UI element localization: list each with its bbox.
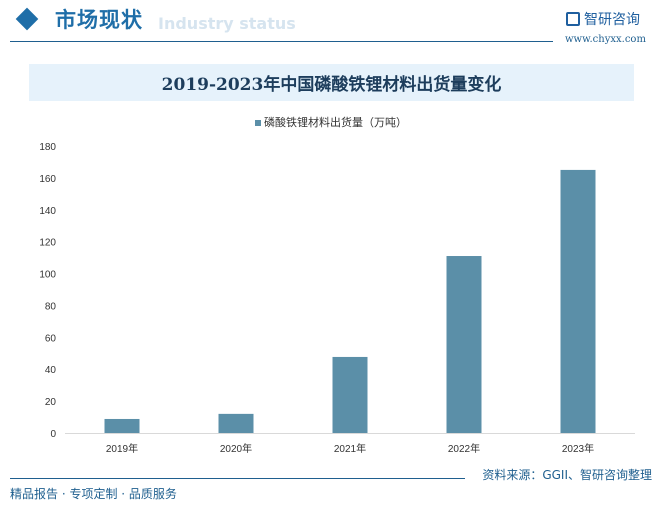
x-tick-label: 2023年 [562, 442, 594, 455]
header-divider [10, 41, 553, 42]
footer-slogan: 精品报告 · 专项定制 · 品质服务 [10, 487, 177, 501]
bar [560, 169, 596, 433]
logo-text: 智研咨询 [584, 12, 640, 28]
section-title: 市场现状 [55, 8, 143, 32]
y-tick-label: 180 [39, 142, 56, 153]
bar [446, 256, 482, 433]
x-tick-label: 2022年 [448, 442, 480, 455]
x-tick-label: 2021年 [334, 442, 366, 455]
legend-label: 磷酸铁锂材料出货量（万吨） [264, 116, 407, 129]
y-tick-label: 160 [39, 174, 56, 185]
chart-title: 2019-2023年中国磷酸铁锂材料出货量变化 [161, 75, 502, 95]
logo-icon [566, 12, 580, 26]
chart-legend: 磷酸铁锂材料出货量（万吨） [0, 114, 662, 130]
legend-swatch [255, 120, 261, 126]
y-tick-label: 0 [50, 429, 56, 440]
x-tick-label: 2019年 [106, 442, 138, 455]
y-tick-label: 60 [45, 333, 57, 344]
y-tick-label: 20 [45, 397, 57, 408]
brand-logo: 智研咨询 [566, 9, 640, 29]
footer-divider [10, 478, 465, 479]
bar [332, 356, 368, 433]
y-tick-label: 40 [45, 365, 57, 376]
section-subtitle: Industry status [158, 14, 296, 33]
bar [104, 418, 140, 433]
bar [218, 413, 254, 433]
chart-title-box: 2019-2023年中国磷酸铁锂材料出货量变化 [29, 64, 634, 101]
y-tick-label: 80 [45, 301, 57, 312]
data-source: 资料来源：GGII、智研咨询整理 [482, 468, 652, 482]
website-url: www.chyxx.com [565, 34, 646, 45]
x-tick-label: 2020年 [220, 442, 252, 455]
y-tick-label: 100 [39, 270, 56, 281]
y-tick-label: 140 [39, 206, 56, 217]
y-tick-label: 120 [39, 238, 56, 249]
